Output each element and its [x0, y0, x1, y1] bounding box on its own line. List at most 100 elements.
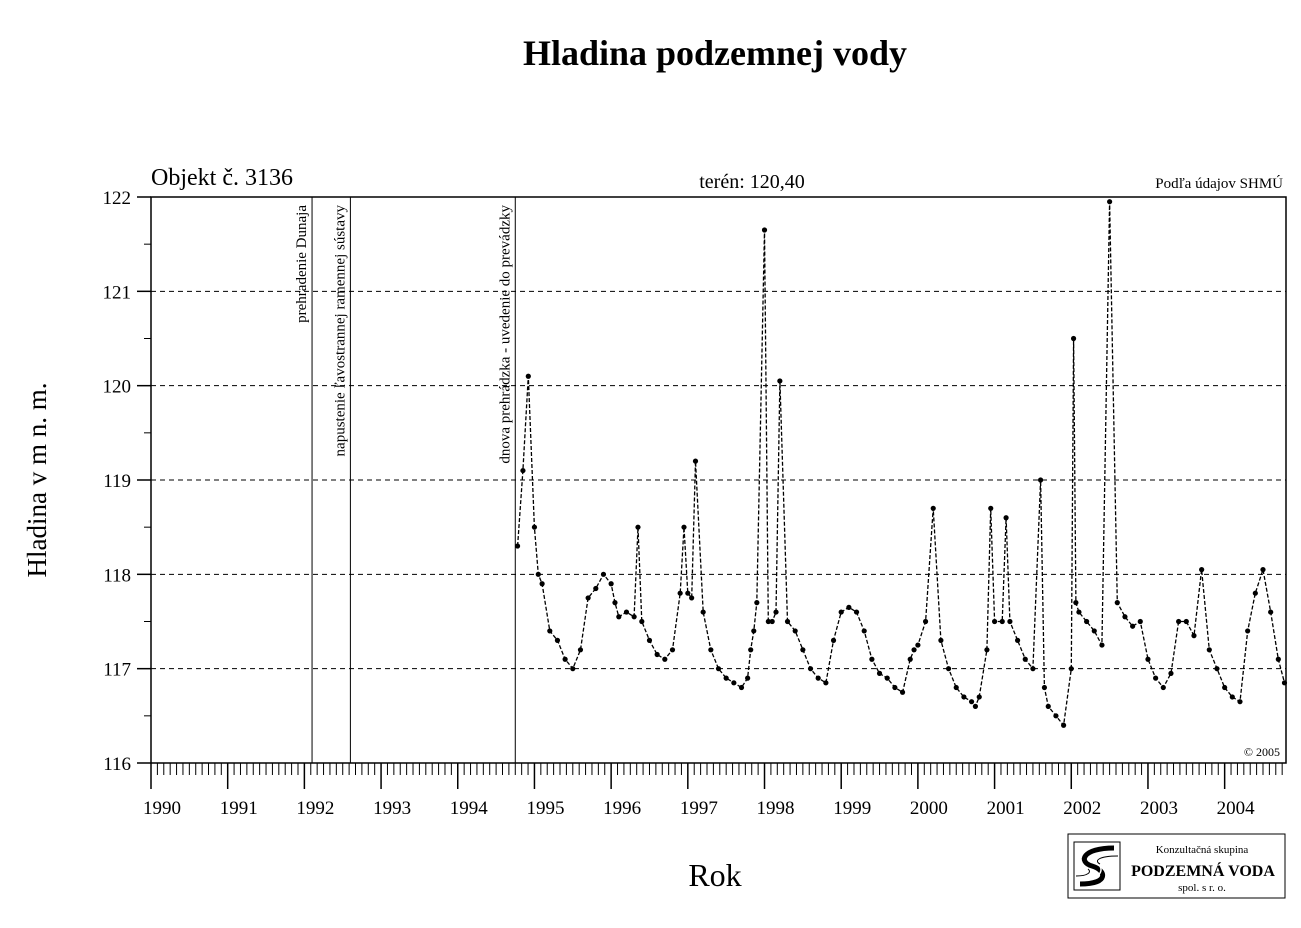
data-point — [635, 524, 641, 530]
terrain-label: terén: 120,40 — [699, 171, 805, 193]
x-tick-label: 1991 — [220, 798, 258, 819]
data-point — [911, 647, 917, 653]
data-point — [907, 656, 913, 662]
data-point — [1214, 666, 1220, 672]
data-point — [773, 609, 779, 615]
y-tick-label: 118 — [103, 565, 131, 586]
x-tick-label: 2000 — [910, 798, 948, 819]
data-point — [1191, 633, 1197, 639]
data-point — [689, 595, 695, 601]
data-point — [1168, 670, 1174, 676]
data-point — [1176, 618, 1182, 625]
data-point — [1037, 477, 1044, 483]
copyright: © 2005 — [1244, 745, 1280, 759]
data-point — [639, 618, 645, 625]
data-point — [792, 628, 798, 634]
data-point — [612, 600, 618, 606]
data-point — [616, 614, 622, 620]
data-point — [1114, 600, 1120, 606]
company-logo: Konzultačná skupina PODZEMNÁ VODA spol. … — [1067, 833, 1286, 899]
data-point — [692, 458, 699, 464]
data-point — [600, 571, 607, 577]
data-point — [853, 609, 860, 615]
data-point — [681, 524, 687, 530]
data-point — [751, 628, 757, 634]
y-tick-label: 119 — [103, 471, 131, 492]
data-point — [846, 604, 852, 610]
logo-line-1: Konzultačná skupina — [1156, 844, 1249, 856]
y-axis: 116 117 118 119 120 121 122 — [103, 188, 151, 775]
data-point — [646, 637, 653, 643]
data-point — [1107, 199, 1113, 205]
data-point — [1053, 713, 1059, 719]
logo-line-2: PODZEMNÁ VODA — [1131, 861, 1275, 880]
x-tick-label: 2004 — [1217, 798, 1256, 819]
data-point — [1030, 666, 1036, 672]
data-point — [915, 642, 921, 648]
data-point — [1091, 628, 1097, 634]
data-point — [1122, 614, 1128, 620]
data-point — [991, 618, 998, 625]
data-point — [784, 618, 791, 625]
data-point — [838, 609, 844, 615]
y-tick-label: 122 — [103, 188, 132, 209]
x-tick-label: 1990 — [143, 798, 181, 819]
data-point — [1061, 722, 1067, 728]
data-point — [677, 590, 683, 596]
x-tick-label: 2002 — [1063, 798, 1101, 819]
data-point — [685, 590, 691, 596]
data-point — [984, 647, 990, 653]
data-point — [1003, 515, 1009, 521]
y-tick-label: 117 — [103, 660, 131, 681]
data-point — [525, 373, 531, 379]
source-label: Podľa údajov SHMÚ — [1155, 175, 1283, 192]
data-point — [976, 694, 982, 700]
event-label: prehradenie Dunaja — [294, 205, 310, 323]
logo-frame — [1067, 833, 1286, 899]
logo-mark-icon — [1073, 841, 1121, 891]
x-tick-label: 1997 — [680, 798, 718, 819]
x-tick-label: 2003 — [1140, 798, 1178, 819]
data-point — [1160, 684, 1166, 691]
data-point — [761, 227, 768, 233]
data-point — [1045, 703, 1051, 710]
data-point — [700, 609, 706, 615]
data-point — [577, 647, 584, 653]
data-point — [999, 618, 1005, 625]
y-tick-label: 121 — [103, 282, 132, 303]
logo-line-3: spol. s r. o. — [1178, 882, 1226, 894]
data-point — [539, 581, 545, 587]
data-point — [531, 524, 538, 530]
x-axis: 1990 1991 1992 1993 1994 1995 1996 1997 1998 1999… — [143, 763, 1283, 819]
data-point — [745, 675, 751, 681]
data-point — [1245, 628, 1251, 634]
data-point — [723, 675, 729, 681]
data-point — [1275, 656, 1281, 662]
data-point — [1068, 666, 1074, 672]
data-point — [861, 628, 867, 634]
data-point — [1076, 609, 1082, 615]
y-tick-label: 120 — [103, 377, 132, 398]
data-point — [570, 666, 576, 672]
data-point — [662, 656, 668, 662]
data-point — [807, 666, 814, 672]
data-point — [669, 647, 676, 653]
data-point — [608, 581, 614, 587]
data-point — [884, 675, 890, 681]
data-point — [1229, 694, 1235, 700]
x-tick-label: 1999 — [833, 798, 871, 819]
data-point — [1222, 684, 1228, 691]
data-point — [823, 680, 829, 686]
data-point — [1137, 618, 1143, 625]
data-point — [754, 600, 760, 606]
data-point — [1014, 637, 1021, 643]
data-point — [1153, 675, 1159, 681]
data-point — [1199, 567, 1205, 573]
data-point — [800, 647, 806, 653]
data-point — [715, 666, 722, 672]
data-point — [514, 543, 521, 549]
data-series — [514, 199, 1288, 728]
grid — [151, 290, 1286, 670]
data-point — [968, 699, 975, 705]
event-markers: prehradenie Dunaja napustenie ľavostranne… — [294, 197, 516, 763]
